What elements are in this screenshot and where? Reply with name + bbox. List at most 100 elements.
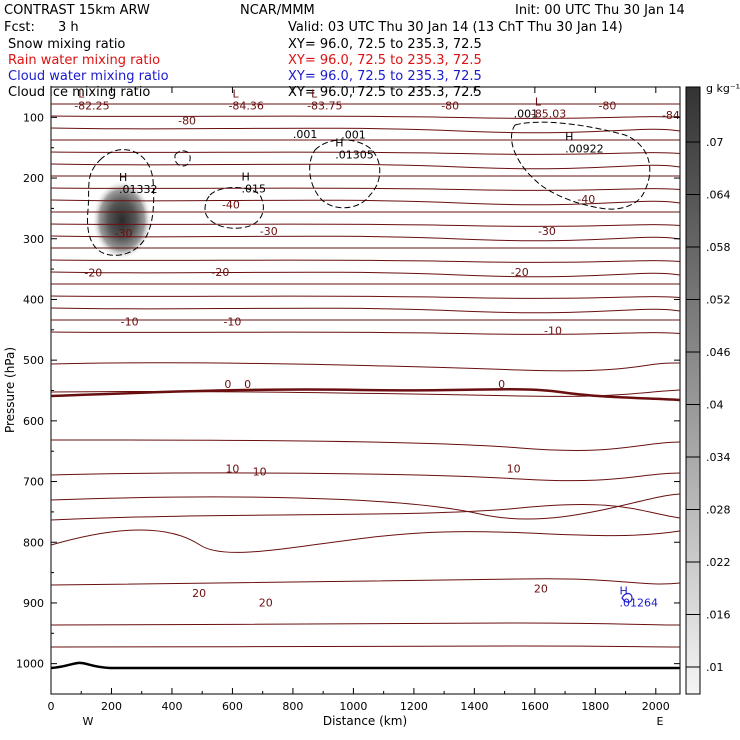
isotherm-line	[50, 493, 681, 520]
extremum-symbol: L	[535, 95, 542, 108]
snow-contours	[86, 121, 651, 256]
isotherm-line	[50, 622, 681, 626]
isotherm-label: 20	[192, 587, 206, 600]
y-tick-label: 200	[23, 172, 44, 185]
extremum-value: .01264	[620, 597, 659, 610]
isotherm-line	[50, 331, 681, 335]
zero-isotherm	[50, 388, 681, 402]
colorbar-label: .034	[706, 451, 731, 464]
isotherm-label: -80	[441, 99, 459, 112]
isotherm-label: -10	[223, 316, 241, 329]
x-tick-label: 1200	[400, 700, 428, 713]
fcst-value: 3 h	[58, 20, 79, 35]
y-tick-label: 100	[23, 111, 44, 124]
colorbar-label: .07	[706, 136, 724, 149]
isotherm-line	[50, 163, 681, 170]
isotherm-line	[50, 295, 681, 299]
y-tick-label: 500	[23, 354, 44, 367]
isotherm-line	[50, 645, 681, 648]
region-label: .001	[293, 128, 318, 141]
extremum-symbol: L	[311, 87, 318, 100]
isotherm-label: -40	[222, 198, 240, 211]
isotherm-line	[50, 504, 681, 521]
colorbar-label: .052	[706, 294, 731, 307]
isotherm-label: 0	[244, 378, 251, 391]
x-tick-label: 200	[101, 700, 122, 713]
snow-contour-west	[86, 149, 155, 256]
org-label: NCAR/MMM	[240, 3, 315, 18]
ground-line	[50, 661, 680, 670]
extremum-value: .00922	[565, 143, 604, 156]
isotherm-line	[50, 529, 681, 553]
isotherm-label: -20	[511, 266, 529, 279]
fcst-label: Fcst:	[4, 20, 35, 35]
colorbar-label: .064	[706, 189, 731, 202]
isotherm-label: 20	[534, 583, 548, 596]
extremum-value: .015	[242, 183, 266, 196]
y-tick-label: 900	[23, 597, 44, 610]
isotherm-label: 10	[253, 465, 267, 478]
isotherm-label: -40	[577, 193, 595, 206]
isotherm-label: -30	[260, 225, 278, 238]
y-axis-label: Pressure (hPa)	[3, 347, 17, 433]
extremum-value: -82.25	[74, 99, 109, 112]
x-tick-label: 1800	[581, 700, 609, 713]
isotherm-line	[50, 439, 681, 451]
extremum-symbol: L	[78, 87, 85, 100]
isotherm-line	[50, 187, 681, 191]
colorbar-label: .01	[706, 661, 724, 674]
isotherm-label: -30	[538, 225, 556, 238]
x-tick-label: 0	[48, 700, 55, 713]
isotherm-label: -20	[211, 266, 229, 279]
colorbar-label: .022	[706, 556, 731, 569]
extremum-symbol: H	[119, 171, 127, 184]
isotherm-label: 10	[225, 462, 239, 475]
legend-xy: XY= 96.0, 72.5 to 235.3, 72.5	[288, 85, 482, 100]
contour-labels: -80 -80 -80 -84 -40 -40 -30 -30 -30 -20 -20 -20 -10 -…	[84, 99, 680, 609]
isotherm-label: -80	[598, 99, 616, 112]
isotherm-line	[50, 235, 681, 242]
isotherm-label: 10	[507, 462, 521, 475]
x-tick-label: 600	[222, 700, 243, 713]
x-axis: 0 200 400 600 800 1000 1200 1400 1600 1800 2000	[48, 87, 670, 713]
isotherm-label: -10	[121, 316, 139, 329]
isotherm-line	[50, 578, 681, 586]
valid-time: Valid: 03 UTC Thu 30 Jan 14 (13 ChT Thu …	[288, 20, 623, 35]
isotherm-label: -30	[115, 227, 133, 240]
isotherm-line	[50, 223, 681, 227]
figure-title: CONTRAST 15km ARW	[4, 3, 150, 18]
region-label: .001	[341, 129, 366, 142]
colorbar-label: .058	[706, 241, 731, 254]
extremum-symbol: H	[242, 171, 250, 184]
isotherm-label: -20	[84, 266, 102, 279]
isotherm-label: 0	[224, 378, 231, 391]
extremum-symbol: H	[620, 585, 628, 598]
extremum-value: -85.03	[531, 107, 566, 120]
y-tick-label: 300	[23, 233, 44, 246]
legend-label: Snow mixing ratio	[8, 37, 125, 52]
isotherm-line	[50, 127, 681, 134]
colorbar-label: .028	[706, 504, 731, 517]
x-tick-label: 1400	[460, 700, 488, 713]
colorbar-label: .016	[706, 609, 731, 622]
cloud-water-contour	[621, 592, 633, 603]
legend-label: Cloud water mixing ratio	[8, 69, 169, 84]
isotherm-label: -84	[662, 109, 680, 122]
init-time: Init: 00 UTC Thu 30 Jan 14	[515, 3, 685, 18]
extremum-value: .01332	[119, 183, 158, 196]
extremum-symbol: H	[335, 137, 343, 150]
isotherm-line	[50, 199, 681, 206]
snow-contour-small	[174, 150, 191, 167]
snow-contour-mid	[204, 187, 264, 229]
snow-contour-center	[309, 139, 381, 209]
y-tick-label: 1000	[16, 658, 44, 671]
isotherm-line	[50, 271, 681, 278]
extremum-value: -83.75	[307, 99, 342, 112]
extremum-symbol: L	[232, 87, 239, 100]
colorbar-units: g kg⁻¹	[706, 82, 740, 95]
legend-label: Rain water mixing ratio	[8, 53, 160, 68]
east-label: E	[657, 715, 664, 728]
x-tick-label: 400	[161, 700, 182, 713]
colorbar-label: .04	[706, 399, 724, 412]
